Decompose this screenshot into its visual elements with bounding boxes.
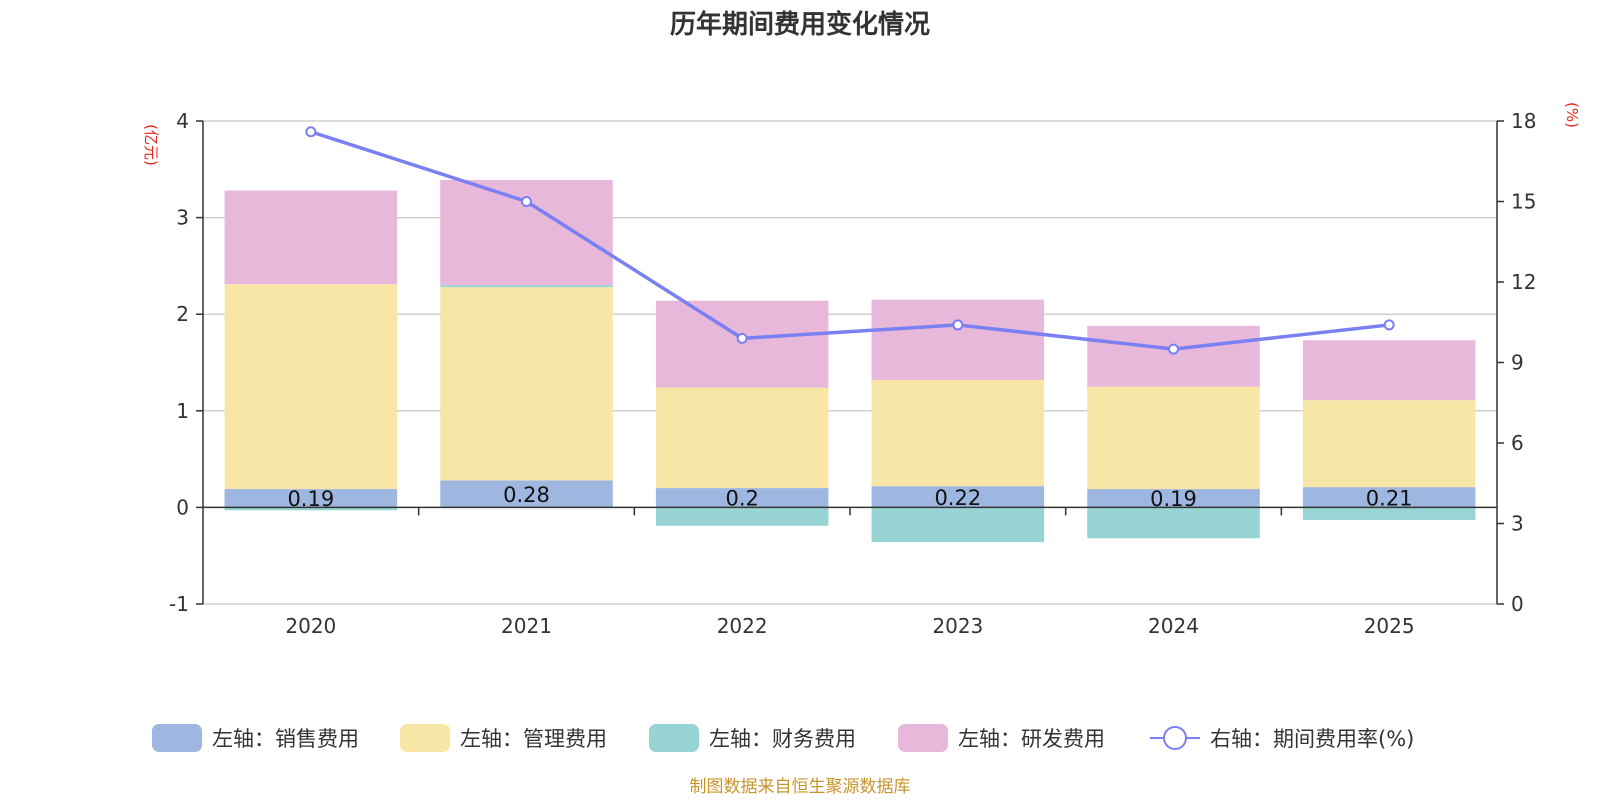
bar-s3-2021 (440, 179, 613, 286)
rate-line (310, 130, 1390, 351)
gridlines (203, 120, 1497, 605)
bar-s3-2024 (1087, 325, 1260, 387)
bar-s3-2022 (655, 300, 829, 388)
bar-s1-2025 (1302, 400, 1476, 488)
bar-s2-2021 (440, 285, 613, 288)
right-tick-label: 15 (1511, 190, 1536, 214)
left-tick-label: 0 (176, 495, 189, 519)
rate-point-2021 (521, 196, 532, 207)
x-tick-label: 2021 (501, 614, 552, 638)
x-tick-label: 2024 (1148, 614, 1199, 638)
legend-swatch-marker (1163, 726, 1187, 750)
legend-label: 右轴：期间费用率(%) (1210, 727, 1414, 751)
bar-s1-2024 (1087, 386, 1260, 490)
legend-label: 左轴：销售费用 (212, 727, 359, 751)
data-labels: 0.19 0.28 0.2 0.22 0.19 0.21 (287, 483, 1412, 511)
left-tick-label: 4 (176, 109, 189, 133)
legend-swatch (898, 724, 948, 752)
left-tick-label: 3 (176, 206, 189, 230)
bar-s1-2023 (871, 379, 1045, 487)
sales-data-label: 0.19 (1150, 487, 1197, 511)
x-tick-label: 2022 (717, 614, 768, 638)
rate-point-2024 (1168, 343, 1179, 355)
bar-s0-2020 (224, 489, 398, 508)
right-tick-label: 6 (1511, 431, 1524, 455)
bar-s3-2025 (1302, 340, 1476, 401)
sales-data-label: 0.21 (1366, 486, 1413, 510)
right-axis-unit: (%) (1563, 102, 1581, 128)
bar-s0-2021 (440, 480, 613, 508)
sales-data-label: 0.22 (934, 486, 981, 510)
legend: 左轴：销售费用 左轴：管理费用 左轴：财务费用 左轴：研发费用 右轴：期间费用率(%) (152, 724, 1414, 752)
rate-point-2023 (952, 319, 964, 331)
right-tick-label: 3 (1511, 512, 1524, 536)
bar-s1-2021 (440, 287, 613, 481)
bar-s2-2020 (224, 507, 398, 511)
bar-s2-2023 (871, 507, 1045, 543)
left-tick-label: 2 (176, 302, 189, 326)
sales-data-label: 0.2 (725, 487, 758, 511)
legend-label: 左轴：研发费用 (958, 727, 1105, 751)
rate-point-2025 (1383, 319, 1395, 331)
legend-label: 左轴：财务费用 (709, 727, 856, 751)
x-tick-label: 2023 (932, 614, 983, 638)
bar-s3-2023 (871, 299, 1045, 380)
right-tick-label: 9 (1511, 351, 1524, 375)
legend-swatch (649, 724, 699, 752)
bar-s1-2022 (655, 387, 829, 489)
left-tick-label: -1 (169, 592, 189, 616)
right-tick-label: 12 (1511, 270, 1536, 294)
bar-series (224, 179, 1476, 543)
x-tick-label: 2025 (1364, 614, 1415, 638)
chart-title: 历年期间费用变化情况 (670, 9, 930, 40)
bar-s2-2022 (655, 507, 829, 526)
legend-label: 左轴：管理费用 (460, 727, 607, 751)
bar-s0-2022 (655, 488, 829, 508)
rate-point-2022 (736, 332, 748, 344)
source-note: 制图数据来自恒生聚源数据库 (690, 777, 911, 797)
left-tick-label: 1 (176, 399, 189, 423)
bar-s2-2025 (1302, 507, 1476, 520)
bar-s1-2020 (224, 284, 398, 490)
legend-swatch (152, 724, 202, 752)
bar-s0-2025 (1302, 487, 1476, 508)
bar-s2-2024 (1087, 507, 1260, 539)
rate-line-series (305, 126, 1395, 355)
sales-data-label: 0.19 (287, 487, 334, 511)
sales-data-label: 0.28 (503, 483, 550, 507)
right-tick-label: 0 (1511, 592, 1524, 616)
rate-point-2020 (305, 126, 317, 138)
left-axis-unit: (亿元) (142, 124, 160, 166)
right-tick-label: 18 (1511, 109, 1536, 133)
bar-s0-2023 (871, 486, 1045, 508)
bar-s0-2024 (1087, 489, 1260, 508)
legend-swatch (400, 724, 450, 752)
x-tick-label: 2020 (285, 614, 336, 638)
bar-s3-2020 (224, 190, 398, 285)
